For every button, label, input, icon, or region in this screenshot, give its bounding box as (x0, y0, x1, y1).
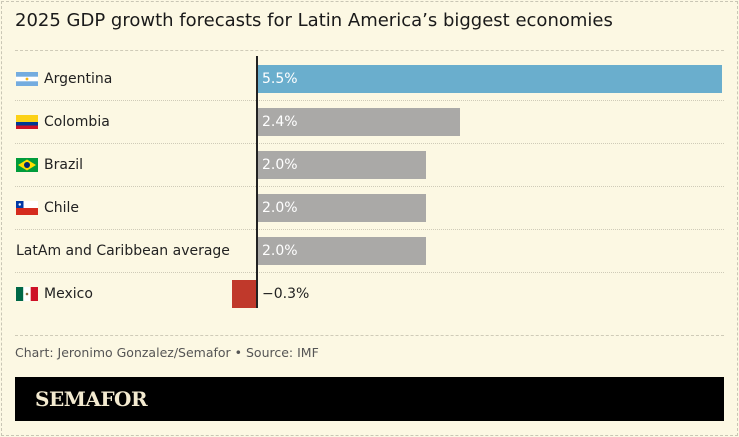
argentina-flag-icon (16, 72, 38, 86)
value-label: 2.0% (262, 157, 298, 173)
chart-title: 2025 GDP growth forecasts for Latin Amer… (15, 10, 613, 31)
zero-axis (256, 56, 258, 308)
category-name: Chile (44, 200, 80, 216)
row-divider (15, 100, 724, 101)
title-divider (15, 50, 724, 51)
semafor-banner: SEMAFOR (15, 377, 724, 421)
bar (257, 237, 427, 265)
row-divider (15, 143, 724, 144)
category-label: Chile (16, 198, 79, 218)
category-name: Mexico (44, 286, 93, 302)
bar (257, 151, 427, 179)
category-label: Colombia (16, 112, 110, 132)
brazil-flag-icon (16, 158, 38, 172)
semafor-logo: SEMAFOR (35, 387, 148, 411)
value-label: 2.4% (262, 114, 298, 130)
colombia-flag-icon (16, 115, 38, 129)
footer-divider (15, 335, 724, 336)
value-label: −0.3% (262, 286, 310, 302)
category-label: LatAm and Caribbean average (16, 241, 230, 261)
category-name: LatAm and Caribbean average (16, 243, 230, 259)
category-name: Colombia (44, 114, 110, 130)
bar (257, 108, 460, 136)
row-divider (15, 186, 724, 187)
chile-flag-icon (16, 201, 38, 215)
credit-line: Chart: Jeronimo Gonzalez/Semafor • Sourc… (15, 345, 319, 360)
bar (257, 65, 722, 93)
category-label: Brazil (16, 155, 83, 175)
row-divider (15, 229, 724, 230)
category-name: Brazil (44, 157, 84, 173)
row-divider (15, 272, 724, 273)
category-name: Argentina (44, 71, 113, 87)
value-label: 5.5% (262, 71, 298, 87)
category-label: Argentina (16, 69, 112, 89)
value-label: 2.0% (262, 200, 298, 216)
bar (257, 194, 427, 222)
category-label: Mexico (16, 284, 93, 304)
value-label: 2.0% (262, 243, 298, 259)
bar (231, 280, 257, 308)
mexico-flag-icon (16, 287, 38, 301)
